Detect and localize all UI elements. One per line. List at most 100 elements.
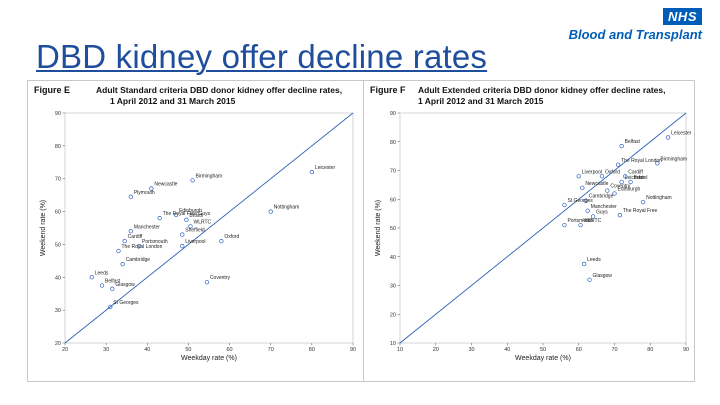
fige-data-point [309, 169, 315, 175]
figf-point-label: Coventry [610, 184, 631, 190]
fige-y-axis-label: Weekend rate (%) [40, 200, 47, 256]
fige-point-label: Leeds [95, 270, 109, 276]
figf-x-tick-label: 70 [611, 347, 617, 353]
figf-point-label: Oxford [605, 169, 620, 175]
fige-point-label: Bristol [189, 213, 203, 219]
fige-point-label: Sheffield [185, 228, 205, 234]
fige-point-label: Coventry [210, 275, 231, 281]
figf-y-tick-label: 20 [390, 312, 396, 318]
fige-x-tick-label: 20 [62, 347, 68, 353]
figf-x-tick-label: 30 [468, 347, 474, 353]
figf-x-tick-label: 10 [397, 347, 403, 353]
figure-f-title: Adult Extended criteria DBD donor kidney… [418, 85, 666, 107]
fige-data-point [99, 283, 105, 288]
fige-x-tick-label: 80 [309, 347, 315, 353]
fige-point-label: St Georges [113, 300, 139, 306]
fige-data-point [157, 215, 162, 221]
figf-data-point [590, 214, 596, 219]
fige-y-tick-label: 50 [55, 242, 61, 248]
figf-data-point [580, 185, 585, 190]
figf-data-point [628, 179, 633, 185]
fige-data-point [188, 224, 193, 229]
fige-reference-line [64, 112, 354, 344]
figf-point-label: The Royal London [621, 158, 662, 164]
figf-point-label: Edinburgh [618, 187, 641, 193]
fige-point-label: Oxford [224, 234, 239, 240]
fige-y-tick-label: 60 [55, 210, 61, 216]
fige-y-tick-label: 90 [55, 111, 61, 117]
figf-data-point [612, 191, 617, 196]
figf-y-tick-label: 60 [390, 197, 396, 203]
fige-x-tick-label: 50 [185, 347, 191, 353]
figf-y-tick-label: 30 [390, 284, 396, 290]
figf-data-point [640, 199, 646, 205]
figf-point-label: Guys [596, 210, 608, 216]
fige-point-label: Belfast [105, 279, 121, 285]
fige-point-label: Cardiff [128, 234, 143, 240]
figf-reference-line [399, 112, 687, 344]
figf-data-point [599, 174, 605, 179]
fige-point-label: Nottingham [274, 205, 300, 211]
figure-f-subtitle: 1 April 2012 and 31 March 2015 [418, 96, 544, 106]
fige-data-point [128, 229, 133, 234]
fige-x-tick-label: 70 [268, 347, 274, 353]
nhs-logo-badge: NHS [663, 8, 702, 25]
figf-data-point [585, 208, 590, 213]
figf-point-label: Nottingham [646, 195, 672, 201]
figf-point-label: Leeds [587, 257, 601, 263]
figf-point-label: Liverpool [582, 169, 602, 175]
fige-data-point [128, 194, 133, 199]
figf-data-point [576, 174, 581, 179]
figf-data-point [581, 261, 587, 267]
fige-point-label: Cambridge [126, 257, 151, 263]
nhs-blood-transplant-logo: NHS Blood and Transplant [569, 8, 702, 42]
figf-data-point [619, 179, 624, 185]
fige-point-label: WLRTC [193, 219, 211, 225]
fige-x-tick-label: 30 [103, 347, 109, 353]
figf-point-label: WLRTC [584, 218, 602, 224]
fige-data-point [184, 217, 189, 222]
figf-data-point [615, 162, 621, 167]
fige-data-point [149, 186, 154, 191]
figf-y-tick-label: 70 [390, 169, 396, 175]
fige-data-point [268, 209, 273, 214]
fige-data-point [108, 304, 113, 310]
fige-point-label: The Royal Free Guys [163, 211, 211, 217]
fige-data-point [89, 275, 94, 280]
fige-data-point [120, 261, 125, 267]
organization-name: Blood and Transplant [568, 27, 702, 42]
figure-e-title: Adult Standard criteria DBD donor kidney… [96, 85, 342, 107]
figf-x-tick-label: 50 [540, 347, 546, 353]
figf-point-label: Belfast [625, 139, 641, 145]
fige-point-label: Newcastle [154, 182, 177, 188]
figf-x-tick-label: 40 [504, 347, 510, 353]
figure-f-chart: 10 20 30 40 50 60 70 80 90 10 20 30 40 50 60 70 80 90 Week… [375, 111, 692, 362]
fige-data-point [219, 238, 224, 244]
figf-point-label: Bristol [634, 175, 648, 181]
figf-point-label: St Georges [567, 198, 593, 204]
fige-y-tick-label: 20 [55, 341, 61, 347]
figf-point-label: Glasgow [592, 273, 612, 279]
fige-x-axis-label: Weekday rate (%) [181, 355, 237, 362]
fige-data-point [180, 243, 185, 249]
figure-e-chart: 20 30 40 50 60 70 80 90 20 30 40 50 60 70 80 90 Weekday … [40, 111, 356, 362]
fige-point-label: Portsmouth [142, 239, 168, 245]
figf-point-label: Leicester [671, 130, 692, 136]
figure-e-subtitle: 1 April 2012 and 31 March 2015 [110, 96, 236, 106]
figf-point-label: Birmingham [660, 156, 687, 162]
figf-x-tick-label: 60 [576, 347, 582, 353]
fige-data-point [122, 238, 127, 244]
figf-point-label: Manchester [591, 204, 617, 210]
fige-data-point [173, 212, 179, 218]
figf-data-point [583, 198, 589, 203]
fige-point-label: Manchester [134, 224, 160, 230]
fige-data-point [116, 248, 121, 254]
fige-data-point [180, 232, 185, 237]
fige-point-label: Plymouth [134, 190, 155, 196]
page-title: DBD kidney offer decline rates [36, 38, 488, 75]
figf-point-label: Portsmouth [567, 218, 593, 224]
fige-data-point [190, 178, 195, 183]
figf-y-tick-label: 90 [390, 111, 396, 117]
figf-data-point [578, 222, 583, 228]
figf-x-axis-label: Weekday rate (%) [515, 355, 571, 362]
